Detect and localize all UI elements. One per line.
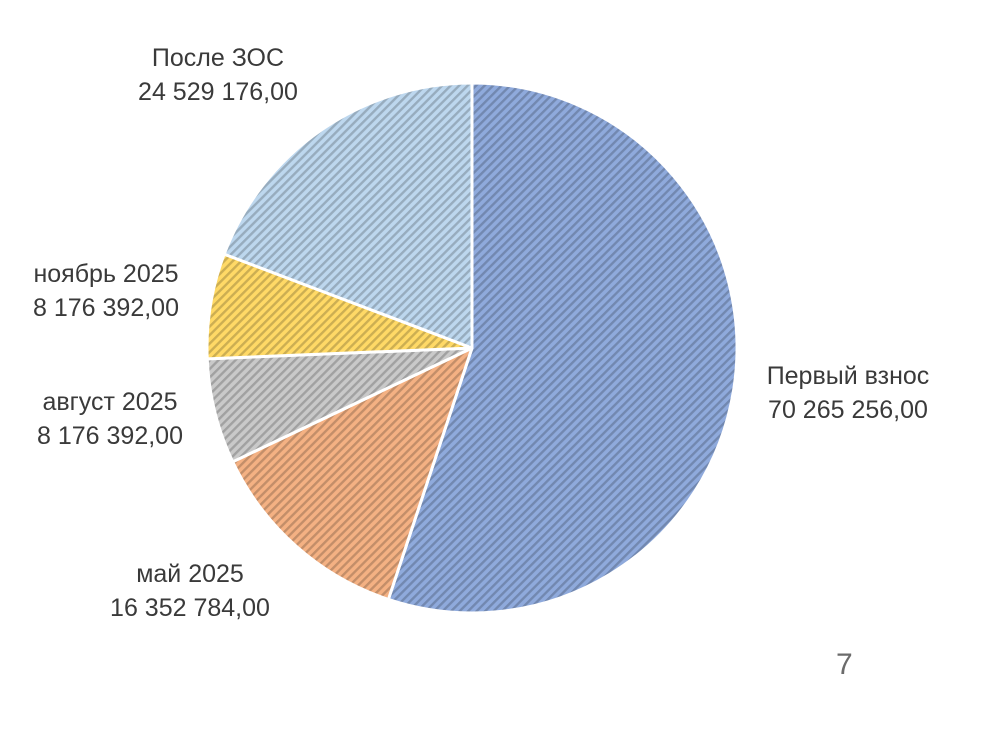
slice-label-3: август 2025: [42, 388, 177, 416]
page-number: 7: [836, 648, 853, 681]
pie-slice-2: [231, 346, 474, 601]
pie-slices: [205, 81, 739, 615]
pie-slice-5: [222, 81, 474, 350]
slice-value-5: 24 529 176,00: [138, 78, 298, 106]
slice-label-1: Первый взнос: [767, 362, 930, 390]
pie-labels: Первый взнос 70 265 256,00 май 2025 16 352 …: [33, 44, 929, 622]
slice-value-2: 16 352 784,00: [110, 594, 270, 622]
slice-value-3: 8 176 392,00: [37, 422, 183, 450]
pie-slice-1: [386, 81, 739, 615]
slice-label-2: май 2025: [136, 560, 244, 588]
slice-label-5: После ЗОС: [152, 44, 284, 72]
slice-value-4: 8 176 392,00: [33, 294, 179, 322]
slice-value-1: 70 265 256,00: [768, 396, 928, 424]
slice-label-4: ноябрь 2025: [33, 260, 178, 288]
